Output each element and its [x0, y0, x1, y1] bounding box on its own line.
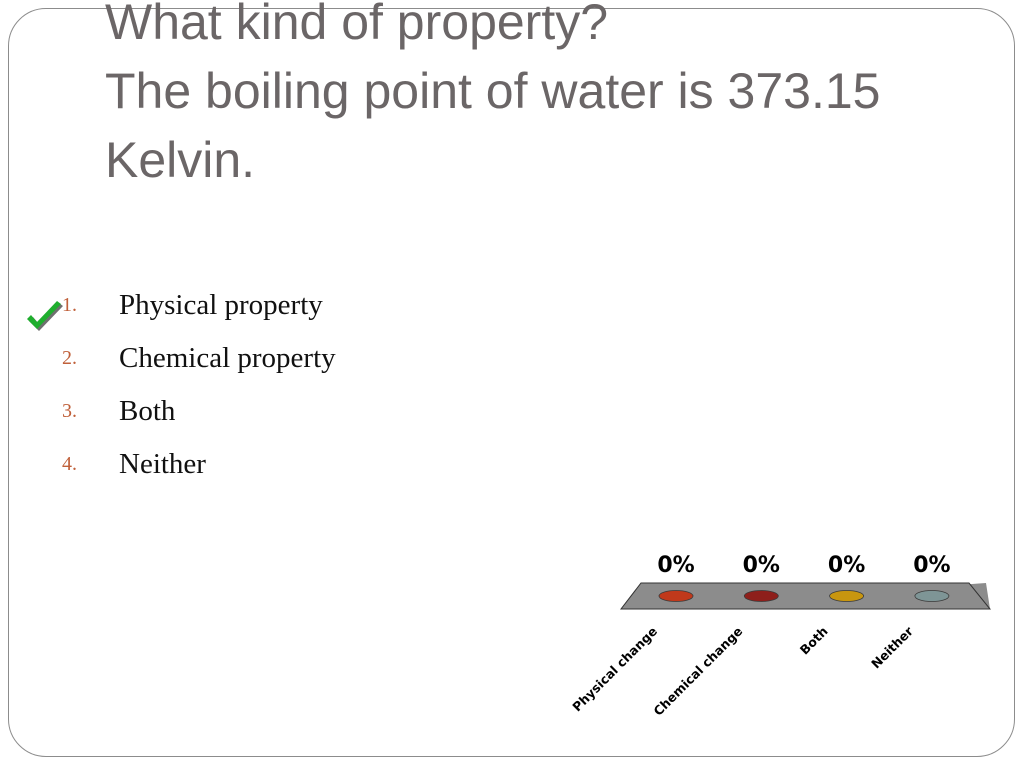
chart-bar-cap: [914, 590, 950, 602]
title-line-3: Kelvin.: [105, 132, 256, 188]
checkmark-icon: [27, 301, 63, 331]
chart-bar-cap: [829, 590, 865, 602]
answer-number: 3.: [62, 400, 77, 422]
answer-label: Chemical property: [119, 342, 336, 374]
chart-category-label: Physical change: [569, 624, 660, 715]
chart-category-label: Both: [797, 624, 831, 658]
answer-label: Both: [119, 395, 176, 427]
chart-bar-cap: [658, 590, 694, 602]
answer-label: Physical property: [119, 289, 323, 321]
title-line-1: What kind of property?: [105, 0, 609, 50]
answer-number: 1.: [62, 294, 77, 316]
chart-data-label: 0%: [743, 553, 780, 578]
title-line-2: The boiling point of water is 373.15: [105, 63, 881, 119]
chart-platform: [619, 582, 992, 610]
question-title: What kind of property? The boiling point…: [105, 0, 985, 195]
answer-number: 4.: [62, 453, 77, 475]
poll-results-chart: 0% Physical change 0% Chemical change 0% Both…: [569, 553, 992, 719]
chart-data-label: 0%: [657, 553, 694, 578]
chart-category-label: Chemical change: [650, 624, 745, 719]
slide-frame: [8, 8, 1015, 757]
chart-data-label: 0%: [913, 553, 950, 578]
chart-bar-cap: [743, 590, 779, 602]
answer-number: 2.: [62, 347, 77, 369]
answer-label: Neither: [119, 448, 206, 480]
chart-category-label: Neither: [868, 623, 916, 671]
chart-data-label: 0%: [828, 553, 865, 578]
